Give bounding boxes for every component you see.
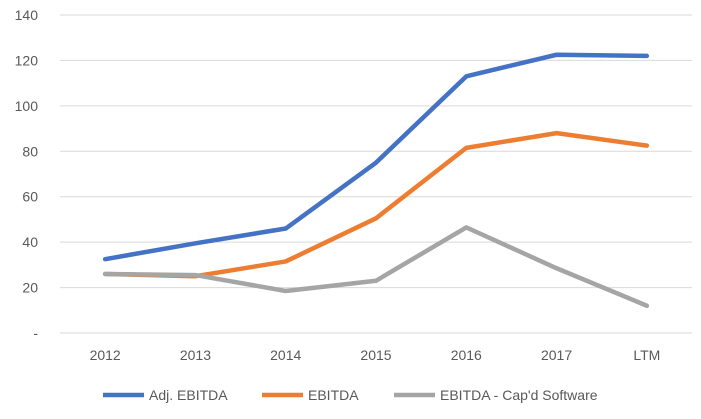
legend-label: Adj. EBITDA [149, 387, 228, 403]
y-tick-label: 60 [22, 189, 38, 205]
series-line [105, 133, 647, 276]
x-tick-label: 2017 [541, 347, 572, 363]
legend-label: EBITDA - Cap'd Software [440, 387, 598, 403]
series-line [105, 55, 647, 259]
series-line [105, 227, 647, 305]
x-tick-label: 2015 [360, 347, 391, 363]
legend: Adj. EBITDA EBITDA EBITDA - Cap'd Software [103, 387, 598, 403]
y-tick-label: 100 [15, 98, 39, 114]
y-tick-label: 80 [22, 143, 38, 159]
legend-item: EBITDA - Cap'd Software [394, 387, 598, 403]
x-axis-ticks: 2012 2013 2014 2015 2016 2017 LTM [90, 347, 661, 363]
series-adj-ebitda [105, 55, 647, 259]
x-tick-label: LTM [633, 347, 660, 363]
x-tick-label: 2014 [270, 347, 301, 363]
y-tick-label: - [33, 325, 38, 341]
series-ebitda [105, 133, 647, 276]
x-tick-label: 2013 [180, 347, 211, 363]
y-tick-label: 40 [22, 234, 38, 250]
series-lines [105, 55, 647, 306]
y-axis-ticks: - 20 40 60 80 100 120 140 [15, 7, 39, 341]
x-tick-label: 2016 [451, 347, 482, 363]
legend-item: EBITDA [262, 387, 359, 403]
x-tick-label: 2012 [90, 347, 121, 363]
y-tick-label: 120 [15, 52, 39, 68]
legend-label: EBITDA [308, 387, 359, 403]
series-ebitda-cap-d-software [105, 227, 647, 305]
y-tick-label: 20 [22, 280, 38, 296]
y-tick-label: 140 [15, 7, 39, 23]
legend-item: Adj. EBITDA [103, 387, 228, 403]
